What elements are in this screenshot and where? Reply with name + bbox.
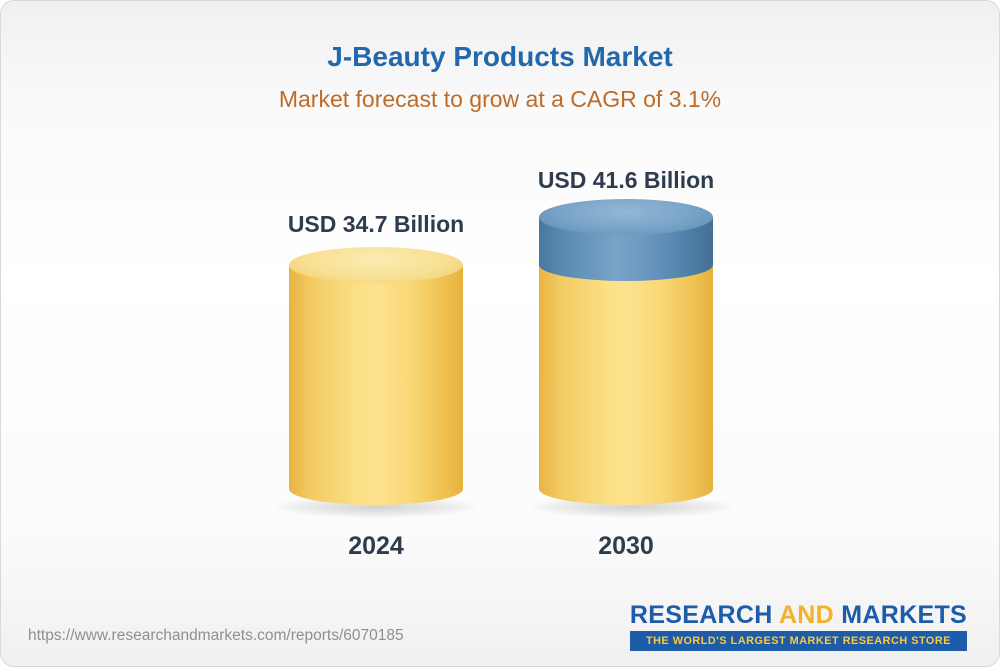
x-axis-label-2024: 2024 [348,532,404,560]
cylinder-2030 [539,199,713,505]
logo-tagline: THE WORLD'S LARGEST MARKET RESEARCH STOR… [629,631,967,652]
report-url: https://www.researchandmarkets.com/repor… [28,627,404,644]
logo-word-and: AND [778,601,835,629]
cylinder-2024-top-cap [289,247,463,283]
logo-word-markets: MARKETS [841,601,967,629]
research-and-markets-logo: RESEARCH AND MARKETS THE WORLD'S LARGEST… [629,602,967,652]
cylinder-2024-body [289,265,463,505]
chart-subtitle: Market forecast to grow at a CAGR of 3.1… [278,86,722,112]
chart-title: J-Beauty Products Market [327,41,673,72]
logo-wordmark: RESEARCH AND MARKETS [630,602,967,628]
cylinder-2024 [289,247,463,505]
bar-2030-value-label: USD 41.6 Billion [537,167,715,193]
bar-2024-value-label: USD 34.7 Billion [287,211,465,237]
cylinder-2030-top-cap [539,199,713,235]
logo-word-research: RESEARCH [629,601,773,629]
x-axis-label-2030: 2030 [598,532,654,560]
